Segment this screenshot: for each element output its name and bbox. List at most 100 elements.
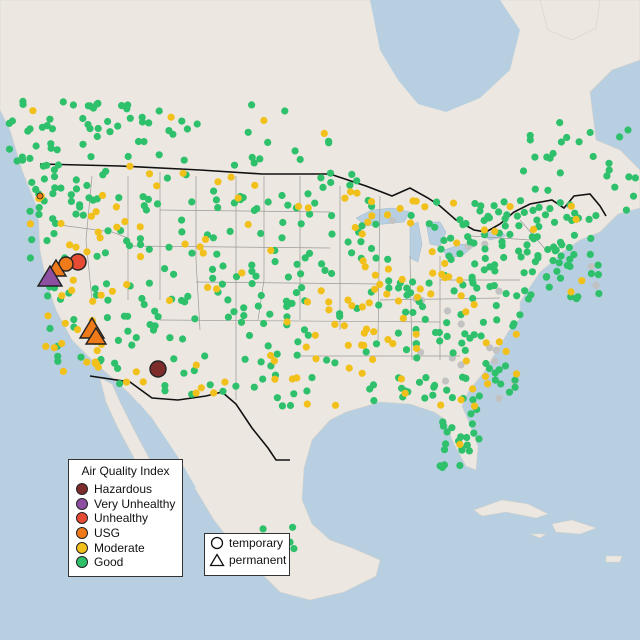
good-station — [535, 223, 543, 231]
good-station — [257, 291, 265, 300]
moderate-station — [413, 344, 421, 353]
good-station — [188, 249, 196, 257]
good-station — [433, 198, 441, 206]
good-station — [556, 238, 565, 246]
good-station — [151, 307, 159, 315]
moderate-station — [367, 198, 376, 206]
good-station — [463, 433, 471, 442]
moderate-station — [304, 204, 312, 212]
good-station — [436, 337, 444, 345]
legend-label: permanent — [229, 552, 287, 567]
good-station — [54, 161, 63, 169]
good-station — [252, 272, 260, 280]
moderate-station — [29, 107, 37, 115]
moderate-station — [260, 116, 268, 125]
moderate-station — [311, 331, 319, 339]
good-station — [566, 255, 574, 263]
good-station — [208, 265, 217, 273]
moderate-station — [412, 330, 420, 338]
good-station — [35, 203, 43, 212]
moderate-station — [567, 288, 575, 296]
good-station — [523, 248, 531, 256]
moderate-station — [122, 378, 131, 386]
moderate-station — [58, 339, 66, 348]
good-station — [448, 424, 456, 432]
good-station — [293, 260, 301, 268]
good-station — [59, 98, 67, 106]
good-station — [72, 185, 81, 193]
good-station — [230, 199, 238, 207]
good-station — [467, 410, 475, 418]
good-station — [409, 308, 417, 317]
good-station — [358, 222, 366, 230]
good-station — [76, 203, 84, 211]
good-station — [232, 382, 240, 390]
good-station — [500, 253, 508, 262]
no-data-station — [457, 320, 465, 328]
moderate-station — [397, 375, 405, 383]
moderate-station — [345, 364, 353, 372]
moderate-station — [26, 220, 34, 228]
moderate-station — [197, 384, 205, 392]
moderate-station — [320, 129, 328, 137]
good-station — [253, 205, 261, 213]
good-station — [443, 386, 451, 394]
good-station — [226, 227, 234, 235]
moderate-station — [93, 347, 101, 355]
good-station — [611, 183, 619, 191]
moderate-station — [123, 281, 131, 289]
moderate-station — [341, 194, 349, 202]
good-station — [394, 329, 402, 337]
moderate-station — [132, 368, 140, 376]
northern-islands — [539, 0, 601, 41]
good-station — [114, 364, 122, 372]
good-station — [43, 122, 51, 130]
good-station — [625, 173, 633, 181]
good-station — [161, 387, 169, 395]
good-station — [515, 247, 523, 255]
good-station — [531, 185, 539, 193]
good-station — [57, 184, 65, 192]
moderate-station — [437, 401, 445, 409]
moderate-station — [365, 299, 373, 307]
moderate-station — [413, 293, 422, 301]
good-station — [278, 234, 286, 242]
good-station — [101, 249, 109, 257]
moderate-station — [416, 285, 424, 293]
good-station — [290, 390, 298, 398]
good-station — [79, 211, 87, 219]
good-station — [402, 308, 410, 316]
good-station — [240, 312, 248, 320]
moderate-station — [480, 226, 488, 234]
moderate-station — [59, 367, 67, 375]
good-station — [72, 210, 80, 218]
good-station — [40, 175, 49, 183]
no-data-station — [457, 361, 465, 369]
good-station — [136, 235, 144, 243]
moderate-station — [283, 318, 291, 326]
good-station — [468, 420, 476, 428]
good-station — [571, 209, 579, 217]
good-station — [546, 205, 554, 213]
moderate-station — [371, 285, 379, 293]
moderate-station — [126, 162, 134, 170]
good-station — [54, 352, 62, 360]
good-station — [240, 304, 248, 312]
moderate-station — [370, 328, 378, 336]
good-station — [48, 125, 57, 133]
good-station — [47, 144, 55, 152]
good-station — [556, 199, 564, 207]
moderate-station — [181, 240, 189, 248]
moderate-station — [97, 291, 105, 299]
moderate-station — [398, 275, 406, 283]
good-station — [555, 259, 563, 267]
moderate-station — [469, 385, 477, 393]
good-station — [138, 294, 146, 303]
moderate-station — [394, 297, 403, 305]
moderate-station — [244, 220, 252, 229]
good-station — [271, 258, 279, 266]
good-station — [266, 310, 274, 318]
good-station — [506, 230, 514, 238]
good-station — [526, 136, 534, 144]
good-station — [425, 279, 433, 287]
